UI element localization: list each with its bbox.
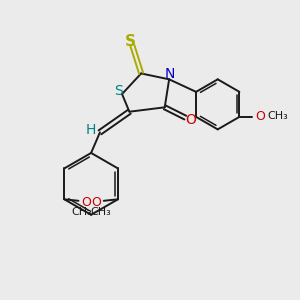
Text: CH₃: CH₃	[71, 207, 92, 217]
Text: H: H	[86, 123, 96, 137]
Text: O: O	[91, 196, 101, 209]
Text: O: O	[81, 196, 91, 209]
Text: S: S	[114, 83, 123, 98]
Text: O: O	[185, 113, 196, 127]
Text: O: O	[255, 110, 265, 123]
Text: CH₃: CH₃	[90, 207, 111, 217]
Text: CH₃: CH₃	[267, 111, 288, 121]
Text: N: N	[165, 67, 175, 81]
Text: S: S	[125, 34, 136, 49]
